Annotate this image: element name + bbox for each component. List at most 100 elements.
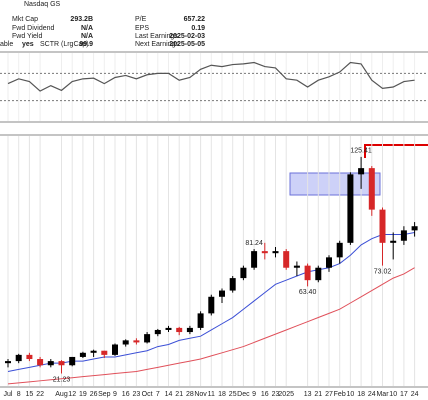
candle-body	[186, 327, 193, 333]
field-label: Last Earnings	[135, 33, 178, 40]
x-tick-label: 28	[186, 391, 194, 398]
resistance-line	[364, 144, 428, 158]
field-label: SCTR (LrgCap)	[40, 41, 89, 48]
candle-body	[315, 267, 322, 281]
field-value: 2025-02-03	[169, 33, 205, 40]
field-value: yes	[22, 41, 34, 48]
x-tick-label: 11	[208, 391, 215, 398]
x-tick-label: 23	[272, 391, 280, 398]
candle-body	[90, 350, 97, 353]
candle-body	[176, 327, 183, 333]
x-tick-label: 25	[229, 391, 237, 398]
field-value: 99.9	[79, 41, 93, 48]
candle-body	[358, 168, 365, 175]
x-tick-label: 2025	[278, 391, 294, 398]
x-tick-label: 23	[133, 391, 141, 398]
candle-body	[197, 313, 204, 328]
x-tick-label: 18	[357, 391, 365, 398]
price-annotation: 63.40	[299, 289, 317, 296]
x-tick-label: 15	[26, 391, 34, 398]
moving-average	[7, 231, 415, 372]
field-value: 293.2B	[70, 16, 93, 23]
rsi-line	[7, 61, 415, 92]
candle-body	[26, 354, 33, 360]
candle-body	[261, 251, 268, 254]
x-tick-label: 16	[261, 391, 269, 398]
field-value: 657.22	[184, 16, 206, 23]
x-tick-label: 12	[68, 391, 76, 398]
candle-body	[154, 329, 161, 335]
x-tick-label: Feb	[334, 391, 346, 398]
exchange: Nasdaq GS	[24, 1, 61, 8]
price-annotation: 73.02	[374, 268, 392, 275]
candle-body	[58, 361, 65, 366]
candle-body	[101, 350, 108, 355]
candle-body	[5, 361, 11, 364]
candle-body	[251, 251, 258, 268]
x-tick-label: 16	[122, 391, 130, 398]
candle-body	[47, 361, 54, 366]
candle-body	[400, 230, 407, 241]
field-value: 2025-05-05	[169, 41, 205, 48]
x-tick-label: 9	[252, 391, 256, 398]
field-value: N/A	[81, 33, 93, 40]
x-tick-label: Dec	[237, 391, 250, 398]
candle-body	[144, 334, 151, 343]
x-tick-label: 24	[368, 391, 376, 398]
candle-body	[304, 265, 311, 281]
x-tick-label: 21	[175, 391, 183, 398]
candle-body	[37, 359, 44, 366]
price-annotation: 21.23	[53, 376, 71, 383]
x-tick-label: Nov	[194, 391, 207, 398]
candle-body	[272, 251, 279, 254]
candle-body	[15, 354, 22, 362]
rsi-panel	[0, 51, 428, 123]
candle-body	[133, 340, 140, 343]
price-annotation: 125.41	[350, 148, 372, 155]
field-value: N/A	[81, 25, 93, 32]
x-tick-label: 19	[79, 391, 87, 398]
candle-body	[336, 242, 343, 258]
candle-body	[219, 290, 225, 297]
candle-body	[347, 174, 354, 243]
x-tick-label: 26	[90, 391, 98, 398]
x-tick-label: Sep	[98, 391, 111, 398]
x-tick-label: Oct	[142, 391, 153, 398]
field-label: Next Earnings	[135, 41, 179, 48]
field-label: Fwd Dividend	[12, 25, 55, 32]
x-tick-label: 10	[389, 391, 397, 398]
x-tick-label: 18	[218, 391, 226, 398]
candle-body	[390, 240, 397, 243]
candle-body	[411, 226, 418, 231]
candle-body	[293, 265, 300, 268]
candle-body	[379, 209, 386, 243]
candle-body	[283, 251, 290, 268]
field-label: Mkt Cap	[12, 16, 38, 23]
field-value: 0.19	[191, 25, 205, 32]
x-tick-label: 7	[156, 391, 160, 398]
price-annotation: 81.24	[245, 240, 263, 247]
x-tick-label: 17	[400, 391, 408, 398]
x-tick-label: 10	[347, 391, 355, 398]
x-tick-label: Jul	[4, 391, 13, 398]
header: Mkt Cap 293.2B P/E 657.22 Fwd Dividend N/A EPS…	[0, 16, 205, 48]
field-label: able	[0, 41, 13, 48]
x-tick-label: 24	[411, 391, 419, 398]
candle-body	[326, 257, 332, 268]
x-tick-label: 27	[325, 391, 333, 398]
candle-body	[122, 340, 129, 345]
x-tick-label: 22	[36, 391, 44, 398]
candle-body	[165, 327, 172, 330]
candle-body	[229, 278, 236, 291]
moving-average	[7, 267, 415, 385]
x-tick-label: 14	[165, 391, 173, 398]
candle-body	[368, 168, 375, 210]
field-label: P/E	[135, 16, 147, 23]
candle-body	[208, 296, 215, 314]
candle-body	[69, 356, 76, 366]
candle-body	[112, 344, 118, 355]
field-label: Fwd Yield	[12, 33, 42, 40]
x-tick-label: 21	[314, 391, 322, 398]
